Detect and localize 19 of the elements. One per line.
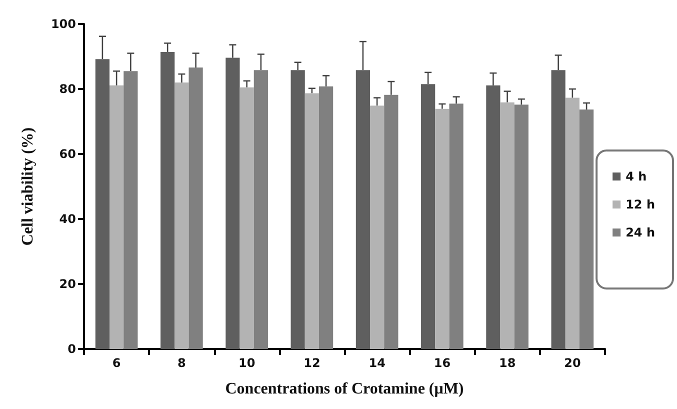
y-tick-label: 20 — [59, 277, 76, 291]
x-tick-label: 16 — [434, 356, 451, 370]
x-tick-label: 12 — [304, 356, 320, 370]
y-tick-label: 100 — [50, 17, 76, 31]
x-axis-title: Concentrations of Crotamine (μM) — [225, 380, 464, 398]
x-tick-label: 8 — [178, 356, 186, 370]
x-tick-label: 14 — [368, 356, 386, 370]
x-tick-label: 18 — [498, 356, 516, 370]
y-axis-title: Cell viability (%) — [20, 127, 36, 246]
y-tick-label: 40 — [59, 212, 76, 226]
legend-label: 24 h — [626, 226, 655, 240]
legend-label: 4 h — [626, 170, 647, 184]
x-tick-label: 6 — [112, 356, 121, 370]
legend-label: 12 h — [626, 198, 655, 212]
y-tick-label: 0 — [68, 342, 76, 356]
x-tick-label: 10 — [238, 356, 256, 370]
y-tick-label: 80 — [59, 82, 76, 96]
x-tick-label: 20 — [564, 356, 581, 370]
y-tick-label: 60 — [59, 147, 76, 161]
